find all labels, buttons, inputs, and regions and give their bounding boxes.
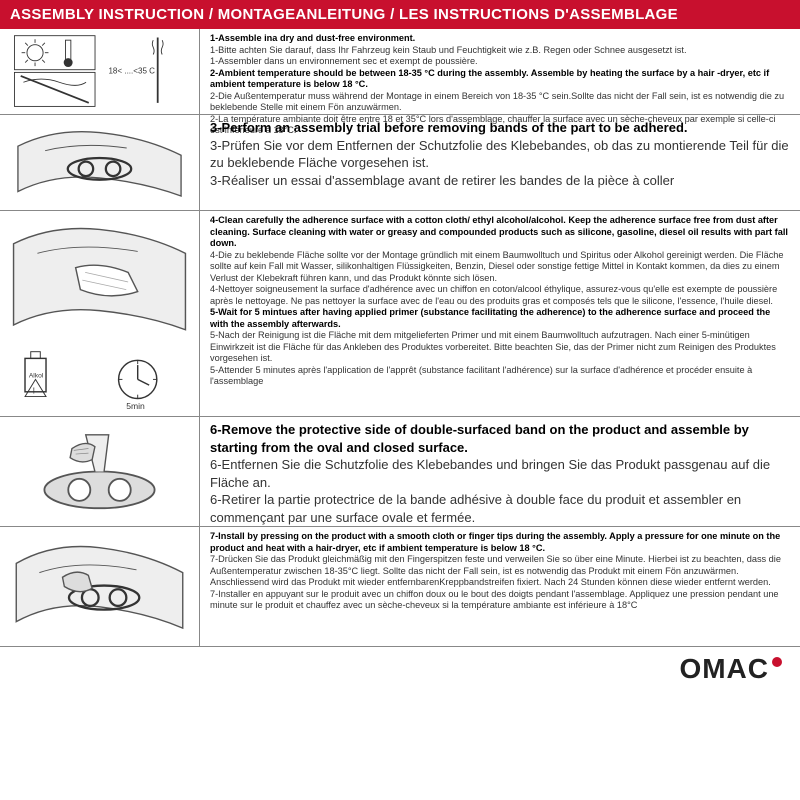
step-image-1: 18< ....<35 C — [0, 29, 200, 114]
svg-text:18< ....<35 C: 18< ....<35 C — [108, 66, 155, 75]
header-title: ASSEMBLY INSTRUCTION / MONTAGEANLEITUNG … — [0, 0, 800, 29]
svg-text:!: ! — [33, 386, 35, 396]
step-row-4: 6-Remove the protective side of double-s… — [0, 417, 800, 527]
brand-logo: OMAC — [679, 653, 782, 685]
brand-logo-dot — [772, 657, 782, 667]
step4-line3: 4-Nettoyer soigneusement la surface d'ad… — [210, 284, 790, 307]
step-image-5 — [0, 527, 200, 646]
instruction-grid: 18< ....<35 C 1-Assemble ina dry and dus… — [0, 29, 800, 647]
step3-line3: 3-Réaliser un essai d'assemblage avant d… — [210, 172, 790, 190]
step-row-3: Alkol ! 5min 4-Clean carefully the adher… — [0, 211, 800, 417]
step7-line3: 7-Installer en appuyant sur le produit a… — [210, 589, 790, 612]
step-row-2: 3-Perform an assembly trial before remov… — [0, 115, 800, 211]
step-text-1: 1-Assemble ina dry and dust-free environ… — [200, 29, 800, 114]
step1-line1: 1-Assemble ina dry and dust-free environ… — [210, 33, 790, 45]
step1-line2: 1-Bitte achten Sie darauf, dass Ihr Fahr… — [210, 45, 790, 57]
step6-line1: 6-Remove the protective side of double-s… — [210, 421, 790, 456]
step4-line2: 4-Die zu beklebende Fläche sollte vor de… — [210, 250, 790, 285]
step-row-1: 18< ....<35 C 1-Assemble ina dry and dus… — [0, 29, 800, 115]
step-text-5: 7-Install by pressing on the product wit… — [200, 527, 800, 646]
step6-line2: 6-Entfernen Sie die Schutzfolie des Kleb… — [210, 456, 790, 491]
svg-text:Alkol: Alkol — [29, 372, 44, 379]
step-text-3: 4-Clean carefully the adherence surface … — [200, 211, 800, 416]
step-text-4: 6-Remove the protective side of double-s… — [200, 417, 800, 526]
trial-fit-icon — [4, 119, 195, 206]
step6-line3: 6-Retirer la partie protectrice de la ba… — [210, 491, 790, 526]
svg-text:5min: 5min — [126, 401, 145, 411]
remove-film-icon — [4, 421, 195, 522]
step-text-2: 3-Perform an assembly trial before remov… — [200, 115, 800, 210]
step5-line1: 5-Wait for 5 mintues after having applie… — [210, 307, 790, 330]
step5-line3: 5-Attender 5 minutes après l'application… — [210, 365, 790, 388]
clean-wait-icon: Alkol ! 5min — [4, 215, 195, 412]
step7-line1: 7-Install by pressing on the product wit… — [210, 531, 790, 554]
footer: OMAC — [0, 647, 800, 695]
step-image-3: Alkol ! 5min — [0, 211, 200, 416]
step-image-4 — [0, 417, 200, 526]
step4-line1: 4-Clean carefully the adherence surface … — [210, 215, 790, 250]
step-row-5: 7-Install by pressing on the product wit… — [0, 527, 800, 647]
step2-line2: 2-Die Außentemperatur muss während der M… — [210, 91, 790, 114]
step2-line1: 2-Ambient temperature should be between … — [210, 68, 790, 91]
step-image-2 — [0, 115, 200, 210]
step3-line1: 3-Perform an assembly trial before remov… — [210, 119, 790, 137]
step3-line2: 3-Prüfen Sie vor dem Entfernen der Schut… — [210, 137, 790, 172]
step1-line3: 1-Assembler dans un environnement sec et… — [210, 56, 790, 68]
press-install-icon — [4, 531, 195, 642]
step7-line2: 7-Drücken Sie das Produkt gleichmäßig mi… — [210, 554, 790, 589]
brand-logo-text: OMAC — [679, 653, 769, 685]
step5-line2: 5-Nach der Reinigung ist die Fläche mit … — [210, 330, 790, 365]
temperature-sun-icon: 18< ....<35 C — [4, 33, 195, 110]
